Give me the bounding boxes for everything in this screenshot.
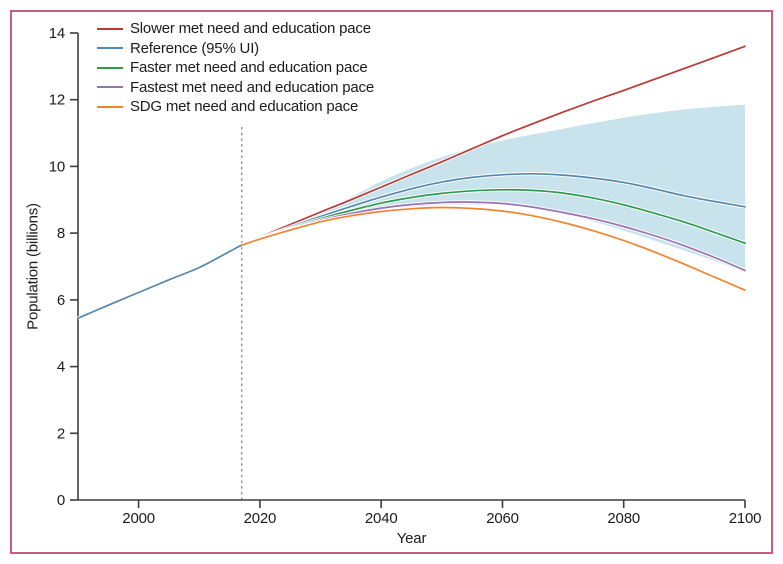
legend-swatch-faster [97, 66, 123, 69]
legend-swatch-reference [97, 47, 123, 50]
y-tick-label: 12 [49, 92, 65, 109]
legend-label-fastest: Fastest met need and education pace [130, 78, 375, 96]
legend-item-slower: Slower met need and education pace [97, 19, 374, 39]
x-tick-label: 2040 [365, 510, 398, 527]
y-tick-label: 10 [49, 158, 65, 175]
legend: Slower met need and education pace Refer… [97, 19, 374, 117]
x-tick-label: 2100 [729, 510, 762, 527]
legend-label-slower: Slower met need and education pace [130, 20, 371, 38]
x-tick-label: 2080 [607, 510, 640, 527]
y-axis-title: Population (billions) [24, 203, 42, 330]
series-line-sdg [240, 206, 746, 292]
legend-swatch-fastest [97, 86, 123, 89]
x-tick-label: 2000 [122, 510, 155, 527]
series-line-reference [77, 172, 746, 320]
y-tick-label: 6 [57, 292, 65, 309]
x-tick-label: 2060 [486, 510, 519, 527]
y-tick-label: 0 [57, 492, 65, 509]
x-axis-title: Year [396, 530, 427, 547]
legend-item-fastest: Fastest met need and education pace [97, 78, 374, 98]
legend-label-sdg: SDG met need and education pace [130, 98, 359, 116]
x-tick-label: 2020 [244, 510, 277, 527]
legend-item-reference: Reference (95% UI) [97, 39, 374, 59]
legend-swatch-slower [97, 27, 123, 30]
series-line-slower [240, 45, 746, 247]
y-tick-label: 14 [49, 25, 65, 42]
legend-label-reference: Reference (95% UI) [130, 39, 259, 57]
legend-item-sdg: SDG met need and education pace [97, 97, 374, 117]
y-tick-label: 4 [57, 359, 65, 376]
y-tick-label: 8 [57, 225, 65, 242]
legend-label-faster: Faster met need and education pace [130, 59, 368, 77]
legend-item-faster: Faster met need and education pace [97, 58, 374, 78]
legend-swatch-sdg [97, 105, 123, 108]
y-tick-label: 2 [57, 425, 65, 442]
